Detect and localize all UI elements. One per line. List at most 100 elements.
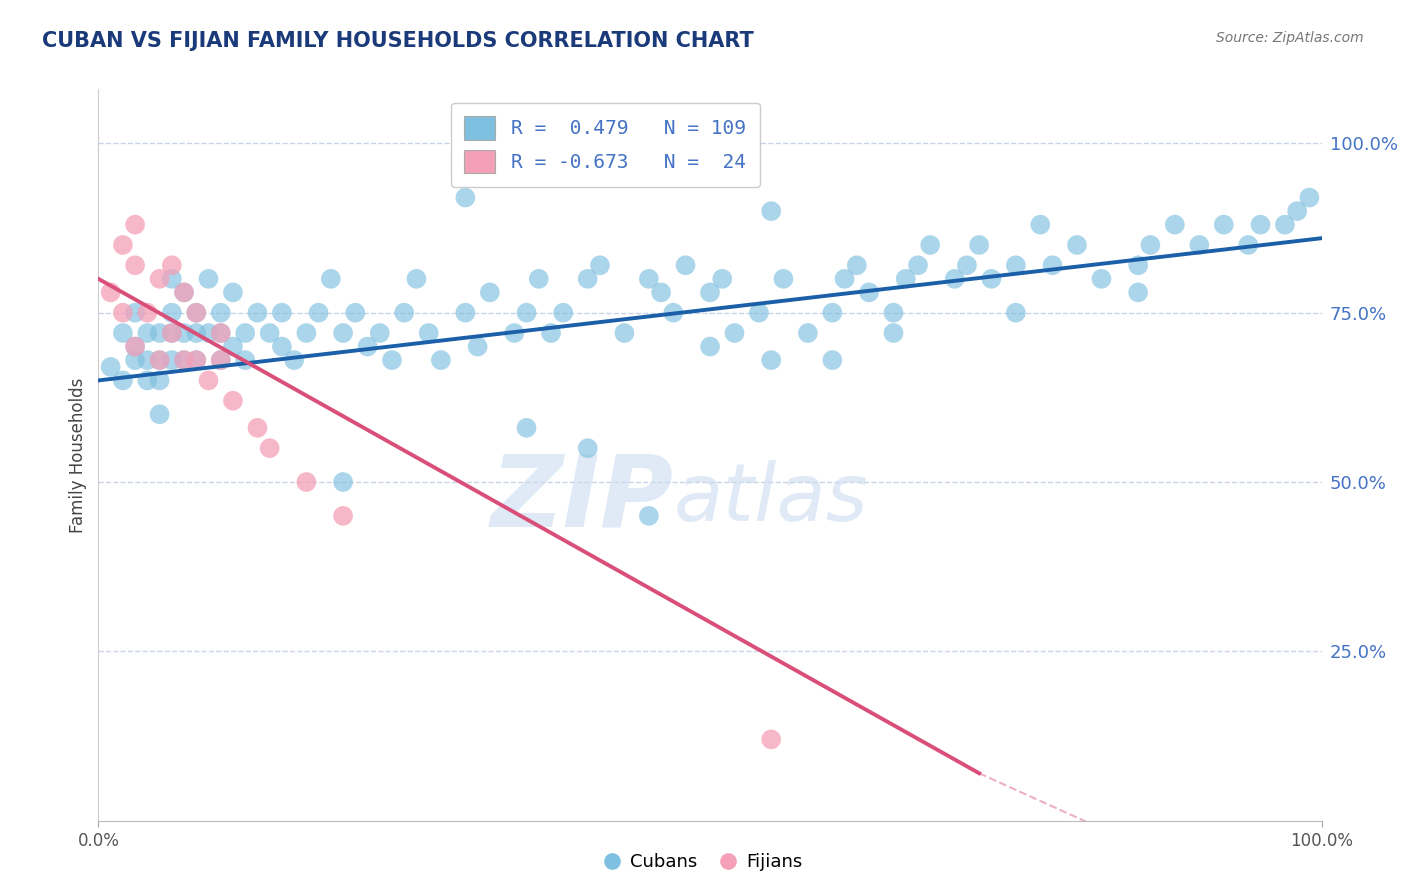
Point [160, 306, 183, 320]
Point [259, 441, 281, 455]
Point [834, 272, 856, 286]
Point [209, 353, 232, 368]
Point [540, 326, 562, 340]
Point [160, 326, 183, 340]
Point [1274, 218, 1296, 232]
Point [209, 353, 232, 368]
Point [270, 306, 294, 320]
Point [1029, 218, 1052, 232]
Point [111, 238, 134, 252]
Point [149, 407, 172, 421]
Point [467, 340, 489, 354]
Point [124, 340, 146, 354]
Point [405, 272, 427, 286]
Point [1237, 238, 1260, 252]
Point [1286, 204, 1309, 219]
Point [149, 353, 172, 368]
Text: atlas: atlas [673, 459, 868, 538]
Point [246, 306, 269, 320]
Point [675, 258, 697, 272]
Point [1128, 285, 1150, 300]
Point [845, 258, 868, 272]
Legend: Cubans, Fijians: Cubans, Fijians [596, 847, 810, 879]
Point [430, 353, 453, 368]
Point [197, 272, 219, 286]
Point [356, 340, 378, 354]
Point [233, 353, 256, 368]
Point [209, 326, 232, 340]
Point [124, 258, 146, 272]
Point [638, 508, 661, 523]
Point [821, 353, 844, 368]
Point [100, 359, 122, 374]
Point [149, 326, 172, 340]
Point [967, 238, 990, 252]
Point [761, 204, 783, 219]
Point [858, 285, 880, 300]
Point [186, 306, 208, 320]
Point [295, 475, 318, 489]
Point [160, 326, 183, 340]
Point [124, 353, 146, 368]
Point [454, 190, 477, 204]
Point [821, 306, 844, 320]
Point [308, 306, 330, 320]
Point [1298, 190, 1320, 204]
Point [368, 326, 391, 340]
Point [392, 306, 416, 320]
Point [222, 393, 245, 408]
Point [259, 326, 281, 340]
Point [149, 272, 172, 286]
Point [124, 218, 146, 232]
Point [613, 326, 636, 340]
Point [711, 272, 734, 286]
Point [1212, 218, 1234, 232]
Point [515, 421, 537, 435]
Point [478, 285, 501, 300]
Point [186, 306, 208, 320]
Point [173, 353, 195, 368]
Point [650, 285, 672, 300]
Point [209, 306, 232, 320]
Point [699, 340, 721, 354]
Point [662, 306, 685, 320]
Point [515, 306, 537, 320]
Point [980, 272, 1002, 286]
Text: CUBAN VS FIJIAN FAMILY HOUSEHOLDS CORRELATION CHART: CUBAN VS FIJIAN FAMILY HOUSEHOLDS CORREL… [42, 31, 754, 51]
Point [270, 340, 294, 354]
Point [1188, 238, 1211, 252]
Point [503, 326, 526, 340]
Legend: R =  0.479   N = 109, R = -0.673   N =  24: R = 0.479 N = 109, R = -0.673 N = 24 [451, 103, 759, 187]
Point [186, 353, 208, 368]
Point [699, 285, 721, 300]
Point [883, 326, 905, 340]
Point [111, 326, 134, 340]
Point [920, 238, 942, 252]
Point [943, 272, 966, 286]
Point [907, 258, 929, 272]
Point [1249, 218, 1271, 232]
Point [160, 272, 183, 286]
Point [553, 306, 575, 320]
Point [723, 326, 745, 340]
Point [1164, 218, 1187, 232]
Point [748, 306, 770, 320]
Point [136, 353, 159, 368]
Point [222, 340, 245, 354]
Point [797, 326, 820, 340]
Point [173, 353, 195, 368]
Point [111, 306, 134, 320]
Point [418, 326, 440, 340]
Point [100, 285, 122, 300]
Point [222, 285, 245, 300]
Point [124, 340, 146, 354]
Point [149, 373, 172, 387]
Point [197, 373, 219, 387]
Point [246, 421, 269, 435]
Point [149, 353, 172, 368]
Point [186, 353, 208, 368]
Point [173, 285, 195, 300]
Point [1042, 258, 1064, 272]
Point [344, 306, 367, 320]
Point [332, 326, 354, 340]
